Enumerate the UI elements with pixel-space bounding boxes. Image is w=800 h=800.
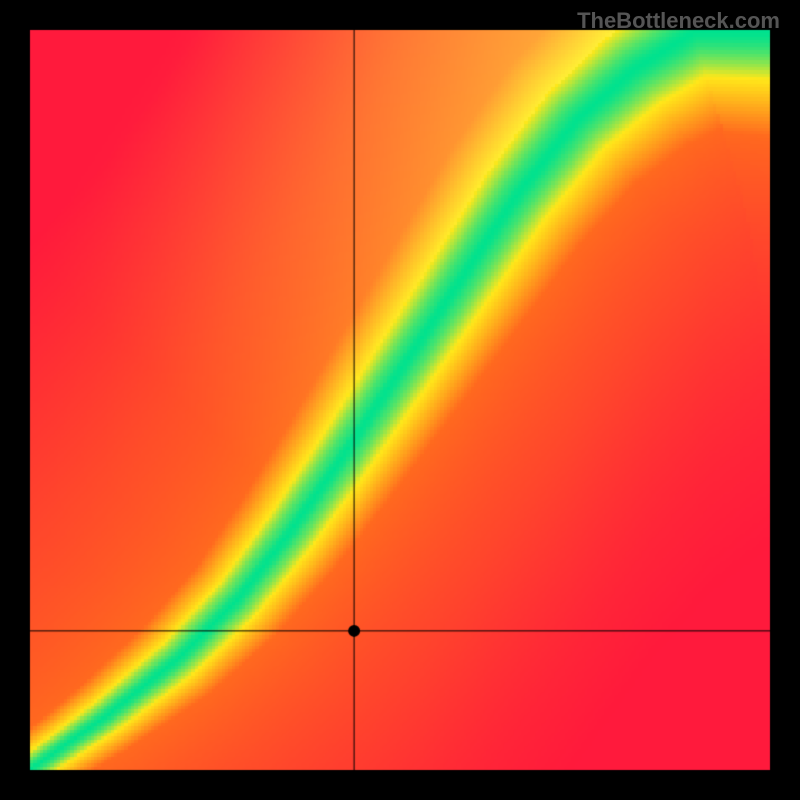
heatmap-canvas	[0, 0, 800, 800]
watermark-text: TheBottleneck.com	[577, 8, 780, 34]
chart-container: TheBottleneck.com	[0, 0, 800, 800]
